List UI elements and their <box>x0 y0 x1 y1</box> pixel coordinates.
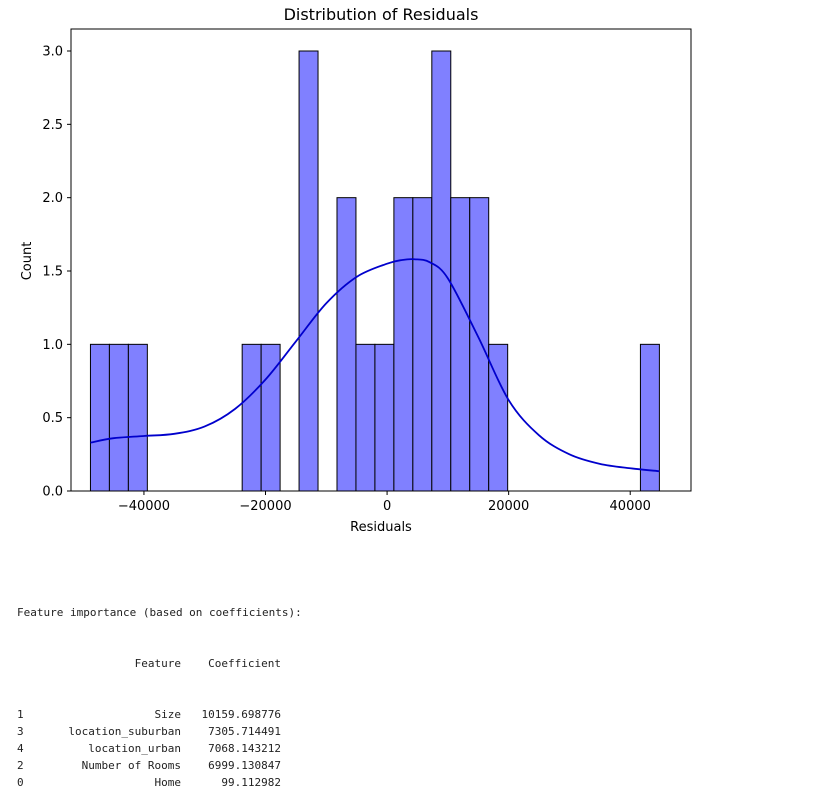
feature-column-header: Feature <box>39 655 181 672</box>
table-row: 3 location_suburban 7305.714491 <box>17 723 302 740</box>
histogram-bar <box>413 198 432 491</box>
row-index: 4 <box>17 740 39 757</box>
table-row: 4 location_urban 7068.143212 <box>17 740 302 757</box>
row-feature: Home <box>39 774 181 791</box>
index-column-header <box>17 655 39 672</box>
x-tick-label: −20000 <box>239 499 291 514</box>
histogram-bar <box>356 344 375 491</box>
histogram-bar <box>375 344 394 491</box>
histogram-bar <box>299 51 318 491</box>
row-coefficient: 7305.714491 <box>181 723 281 740</box>
histogram-bar <box>337 198 356 491</box>
y-tick-label: 2.5 <box>42 118 63 133</box>
y-axis: 0.0 0.5 1.0 1.5 2.0 2.5 3.0 <box>42 45 71 500</box>
histogram-bar <box>90 344 109 491</box>
y-axis-label: Count <box>20 242 35 281</box>
row-index: 1 <box>17 706 39 723</box>
row-coefficient: 7068.143212 <box>181 740 281 757</box>
row-feature: location_urban <box>39 740 181 757</box>
row-index: 2 <box>17 757 39 774</box>
row-coefficient: 6999.130847 <box>181 757 281 774</box>
histogram-bars <box>90 51 659 491</box>
coefficient-column-header: Coefficient <box>181 655 281 672</box>
x-axis: −40000 −20000 0 20000 40000 <box>118 491 651 514</box>
table-row: 2 Number of Rooms 6999.130847 <box>17 757 302 774</box>
row-coefficient: 10159.698776 <box>181 706 281 723</box>
row-coefficient: 99.112982 <box>181 774 281 791</box>
output-header: Feature importance (based on coefficient… <box>17 604 302 621</box>
y-tick-label: 0.5 <box>42 411 63 426</box>
x-tick-label: 20000 <box>488 499 529 514</box>
x-tick-label: 0 <box>383 499 391 514</box>
row-feature: Size <box>39 706 181 723</box>
histogram-bar <box>394 198 413 491</box>
row-feature: location_suburban <box>39 723 181 740</box>
residuals-histogram-chart: Distribution of Residuals −40000 −20000 0 2… <box>0 0 814 560</box>
y-tick-label: 1.0 <box>42 338 63 353</box>
chart-title: Distribution of Residuals <box>284 5 479 24</box>
x-tick-label: −40000 <box>118 499 170 514</box>
y-tick-label: 2.0 <box>42 191 63 206</box>
console-output: Feature importance (based on coefficient… <box>17 570 302 808</box>
table-row: 0 Home 99.112982 <box>17 774 302 791</box>
histogram-bar <box>470 198 489 491</box>
table-header-row: Feature Coefficient <box>17 655 302 672</box>
row-index: 0 <box>17 774 39 791</box>
histogram-bar <box>109 344 128 491</box>
histogram-bar <box>451 198 470 491</box>
row-index: 3 <box>17 723 39 740</box>
row-feature: Number of Rooms <box>39 757 181 774</box>
y-tick-label: 3.0 <box>42 45 63 60</box>
y-tick-label: 0.0 <box>42 485 63 500</box>
x-tick-label: 40000 <box>610 499 651 514</box>
x-axis-label: Residuals <box>350 520 412 535</box>
y-tick-label: 1.5 <box>42 265 63 280</box>
histogram-bar <box>128 344 147 491</box>
table-row: 1 Size 10159.698776 <box>17 706 302 723</box>
histogram-bar <box>242 344 261 491</box>
